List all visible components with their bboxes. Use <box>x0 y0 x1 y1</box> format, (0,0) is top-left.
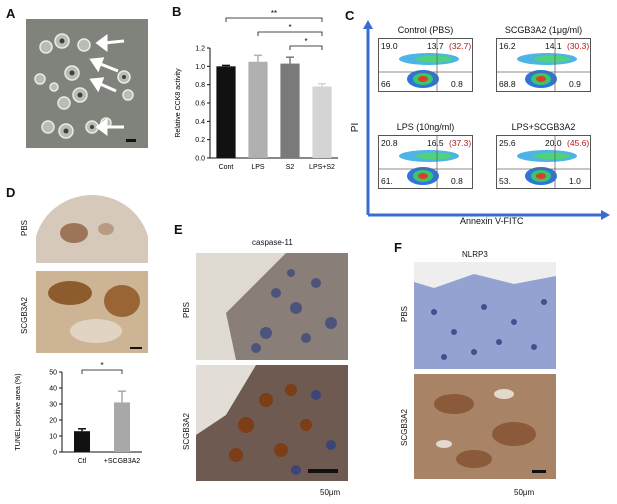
y-tick-label: 30 <box>49 402 57 409</box>
y-tick-label: 50 <box>49 370 57 377</box>
quad-lr: 0.8 <box>451 79 463 89</box>
flow-plot: LPS (10ng/ml) 20.8 16.5 (37.3) 61. 0.8 <box>378 122 473 189</box>
quad-ll: 68.8 <box>499 79 516 89</box>
quad-ur-total: (37.3) <box>449 138 472 148</box>
e-row2-label: SCGB3A2 <box>182 413 191 450</box>
quad-ll: 66 <box>381 79 391 89</box>
panel-label-b: B <box>172 4 182 19</box>
y-axis-label: TUNEL positive area (%) <box>15 373 22 450</box>
x-tick-label: +SCGB3A2 <box>104 458 140 465</box>
significance-bracket <box>81 369 123 374</box>
significance-mark: * <box>288 23 291 32</box>
bar <box>312 86 332 158</box>
quad-ll: 53. <box>499 176 511 186</box>
y-tick-label: 20 <box>49 418 57 425</box>
x-tick-label: S2 <box>286 164 295 171</box>
flow-plot-title: LPS (10ng/ml) <box>396 122 455 132</box>
flow-density <box>379 39 472 91</box>
flow-density <box>497 39 590 91</box>
panel-a-micrograph <box>26 19 148 148</box>
quad-ur: 13.7 <box>427 41 444 51</box>
c-y-axis-label: PI <box>350 122 362 133</box>
panel-d-pbs-image <box>36 193 148 263</box>
e-row1-label: PBS <box>182 301 191 318</box>
panel-f-scgb-image <box>414 374 556 479</box>
panel-e-pbs-image <box>196 253 348 360</box>
flow-density <box>497 136 590 188</box>
f-scale-label: 50μm <box>514 488 535 497</box>
y-tick-label: 0.4 <box>195 119 205 126</box>
flow-plot-title: Control (PBS) <box>397 25 454 35</box>
panel-b-chart: 0.0 0.2 0.4 0.6 0.8 1.0 1.2 Cont LPS S2 LPS+S2 Rela… <box>168 9 343 180</box>
bar <box>216 66 236 158</box>
y-tick-label: 1.2 <box>195 46 205 53</box>
significance-mark: * <box>304 37 307 46</box>
quad-ur-total: (30.3) <box>567 41 590 51</box>
quad-ur-total: (45.6) <box>567 138 590 148</box>
quad-ur: 20.0 <box>545 138 562 148</box>
y-axis-label: Relative CCK8 activity <box>175 68 182 138</box>
panel-label-f: F <box>394 240 402 255</box>
quad-ll: 61. <box>381 176 393 186</box>
x-tick-label: LPS+S2 <box>309 164 335 171</box>
quad-ur: 14.1 <box>545 41 562 51</box>
flow-plot: Control (PBS) 19.0 13.7 (32.7) 66 0.8 <box>378 25 473 92</box>
flow-plot: SCGB3A2 (1μg/ml) 16.2 14.1 (30.3) 68.8 0… <box>496 25 591 92</box>
x-tick-label: Ctl <box>78 458 87 465</box>
flow-density <box>379 136 472 188</box>
y-tick-label: 0 <box>53 450 57 457</box>
significance-mark: * <box>100 361 103 370</box>
e-title: caspase-11 <box>252 238 293 247</box>
bar <box>248 61 268 158</box>
quad-lr: 0.9 <box>569 79 581 89</box>
panel-d-scgb-image <box>36 271 148 353</box>
f-row2-label: SCGB3A2 <box>400 409 409 446</box>
panel-label-a: A <box>6 6 16 21</box>
d-row2-label: SCGB3A2 <box>20 297 29 334</box>
f-title: NLRP3 <box>462 250 488 259</box>
bar <box>280 63 300 159</box>
significance-bracket <box>225 17 323 22</box>
bar <box>74 431 90 452</box>
quad-ur: 16.5 <box>427 138 444 148</box>
quad-ul: 25.6 <box>499 138 516 148</box>
d-row1-label: PBS <box>20 219 29 236</box>
flow-plot-title: LPS+SCGB3A2 <box>511 122 576 132</box>
f-row1-label: PBS <box>400 305 409 322</box>
significance-bracket <box>289 45 323 50</box>
panel-label-e: E <box>174 222 183 237</box>
y-tick-label: 0.2 <box>195 137 205 144</box>
panel-label-d: D <box>6 185 16 200</box>
significance-mark: ** <box>271 10 277 18</box>
y-tick-label: 40 <box>49 386 57 393</box>
panel-c-axes <box>363 20 610 220</box>
flow-plot-title: SCGB3A2 (1μg/ml) <box>504 25 583 35</box>
panel-label-c: C <box>345 8 355 23</box>
y-tick-label: 0.0 <box>195 156 205 163</box>
x-tick-label: Cont <box>219 164 234 171</box>
tunel-bar-chart: 0 10 20 30 40 50 Ctl +SCGB3A2 TUNEL positive are… <box>15 361 142 465</box>
y-tick-label: 10 <box>49 434 57 441</box>
flow-plot: LPS+SCGB3A2 25.6 20.0 (45.6) 53. 1.0 <box>496 122 591 189</box>
panel-f-pbs-image <box>414 262 556 369</box>
cck8-bar-chart: 0.0 0.2 0.4 0.6 0.8 1.0 1.2 Cont LPS S2 LPS+S2 Rela… <box>175 9 338 171</box>
panel-e-scgb-image <box>196 365 348 481</box>
quad-ul: 20.8 <box>381 138 398 148</box>
bar <box>114 402 130 452</box>
quad-lr: 1.0 <box>569 176 581 186</box>
x-tick-label: LPS <box>251 164 265 171</box>
panel-c-flow: PI Annexin V-FITC Control (PBS) 19.0 13.… <box>350 20 610 226</box>
c-x-axis-label: Annexin V-FITC <box>460 216 524 226</box>
panel-d-chart: 0 10 20 30 40 50 Ctl +SCGB3A2 TUNEL positive are… <box>6 358 156 478</box>
y-tick-label: 0.8 <box>195 82 205 89</box>
quad-ur-total: (32.7) <box>449 41 472 51</box>
e-scale-label: 50μm <box>320 488 341 497</box>
quad-lr: 0.8 <box>451 176 463 186</box>
significance-bracket <box>257 31 323 36</box>
quad-ul: 19.0 <box>381 41 398 51</box>
y-tick-label: 1.0 <box>195 64 205 71</box>
quad-ul: 16.2 <box>499 41 516 51</box>
y-tick-label: 0.6 <box>195 101 205 108</box>
